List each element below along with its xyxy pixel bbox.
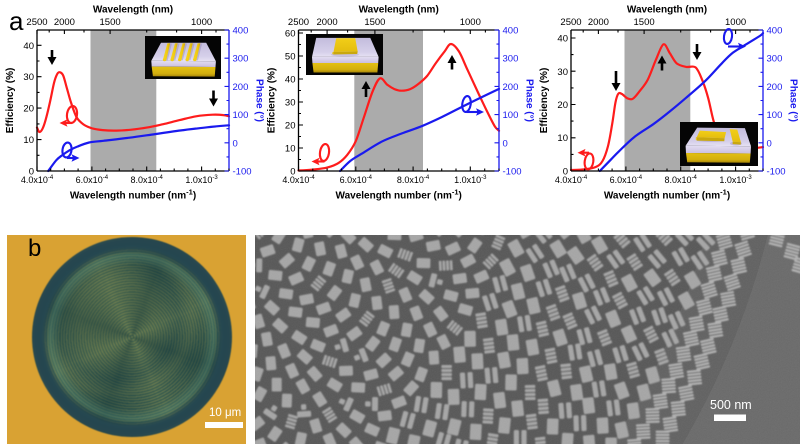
svg-text:6.0x10-4: 6.0x10-4 [340, 175, 373, 185]
svg-text:Wavelength number (nm-1): Wavelength number (nm-1) [336, 188, 462, 202]
svg-text:10: 10 [557, 133, 568, 144]
svg-text:100: 100 [767, 110, 783, 121]
svg-text:50: 50 [285, 52, 296, 63]
svg-text:300: 300 [233, 54, 249, 65]
svg-text:20: 20 [557, 100, 568, 111]
svg-text:300: 300 [767, 54, 783, 65]
svg-text:1000: 1000 [191, 17, 212, 28]
svg-text:Efficiency (%): Efficiency (%) [267, 68, 278, 134]
svg-text:Wavelength (nm): Wavelength (nm) [93, 5, 173, 16]
svg-text:Efficiency (%): Efficiency (%) [5, 68, 16, 134]
svg-text:1000: 1000 [725, 17, 746, 28]
svg-text:30: 30 [285, 98, 296, 109]
svg-text:-100: -100 [233, 167, 252, 178]
svg-text:20: 20 [23, 104, 34, 115]
svg-text:2500: 2500 [26, 17, 47, 28]
svg-text:Wavelength (nm): Wavelength (nm) [627, 5, 707, 16]
svg-text:0: 0 [767, 138, 772, 149]
svg-text:30: 30 [23, 72, 34, 83]
svg-text:0: 0 [29, 167, 34, 178]
svg-text:Wavelength number (nm-1): Wavelength number (nm-1) [70, 188, 196, 202]
svg-text:0: 0 [233, 138, 238, 149]
svg-text:1.0x10-3: 1.0x10-3 [454, 175, 487, 185]
svg-text:8.0x10-4: 8.0x10-4 [397, 175, 430, 185]
svg-text:4.0x10-4: 4.0x10-4 [555, 175, 588, 185]
svg-text:500 nm: 500 nm [710, 398, 752, 412]
svg-text:Wavelength number (nm-1): Wavelength number (nm-1) [604, 188, 730, 202]
svg-text:0: 0 [503, 138, 508, 149]
svg-text:1.0x10-3: 1.0x10-3 [185, 175, 218, 185]
svg-text:10: 10 [285, 144, 296, 155]
svg-text:6.0x10-4: 6.0x10-4 [610, 175, 643, 185]
svg-text:-100: -100 [503, 167, 522, 178]
svg-text:200: 200 [767, 82, 783, 93]
svg-text:2000: 2000 [317, 17, 338, 28]
svg-text:1.0x10-3: 1.0x10-3 [719, 175, 752, 185]
svg-text:400: 400 [233, 26, 249, 37]
svg-text:0: 0 [563, 167, 568, 178]
svg-text:2500: 2500 [560, 17, 581, 28]
svg-text:20: 20 [285, 121, 296, 132]
svg-text:6.0x10-4: 6.0x10-4 [76, 175, 109, 185]
svg-text:Wavelength (nm): Wavelength (nm) [359, 5, 439, 16]
svg-text:0: 0 [290, 167, 295, 178]
svg-text:40: 40 [557, 34, 568, 45]
svg-text:100: 100 [233, 110, 249, 121]
svg-text:4.0x10-4: 4.0x10-4 [282, 175, 315, 185]
svg-text:300: 300 [503, 54, 519, 65]
svg-text:40: 40 [285, 75, 296, 86]
svg-text:1500: 1500 [634, 17, 655, 28]
svg-text:a: a [9, 6, 24, 36]
svg-text:8.0x10-4: 8.0x10-4 [131, 175, 164, 185]
svg-text:1500: 1500 [364, 17, 385, 28]
svg-text:400: 400 [767, 26, 783, 37]
svg-text:-100: -100 [767, 167, 786, 178]
svg-text:200: 200 [233, 82, 249, 93]
svg-text:30: 30 [557, 67, 568, 78]
svg-text:Efficiency (%): Efficiency (%) [539, 68, 550, 134]
svg-text:40: 40 [23, 41, 34, 52]
svg-text:400: 400 [503, 26, 519, 37]
svg-text:2000: 2000 [54, 17, 75, 28]
svg-text:1500: 1500 [100, 17, 121, 28]
svg-text:4.0x10-4: 4.0x10-4 [21, 175, 54, 185]
svg-text:Phase (°): Phase (°) [254, 79, 265, 122]
svg-text:2500: 2500 [288, 17, 309, 28]
svg-text:8.0x10-4: 8.0x10-4 [665, 175, 698, 185]
svg-text:1000: 1000 [460, 17, 481, 28]
svg-text:60: 60 [285, 29, 296, 40]
svg-text:2000: 2000 [588, 17, 609, 28]
svg-text:10: 10 [23, 135, 34, 146]
svg-text:200: 200 [503, 82, 519, 93]
svg-text:Phase (°): Phase (°) [788, 79, 799, 122]
svg-text:100: 100 [503, 110, 519, 121]
svg-text:Phase (°): Phase (°) [524, 79, 535, 122]
